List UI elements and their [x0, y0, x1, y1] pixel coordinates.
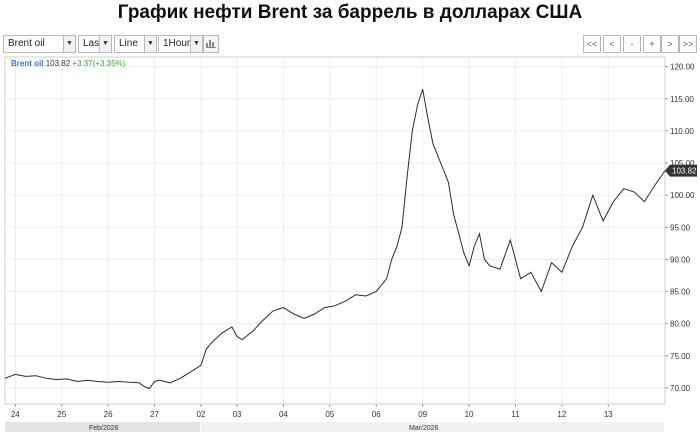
page-title: График нефти Brent за баррель в долларах…: [117, 2, 583, 23]
x-tick-label: 26: [104, 410, 113, 419]
month-label: Feb/2026: [89, 425, 119, 432]
series-line-brent: [4, 88, 666, 390]
price-field-select[interactable]: Last ▼: [78, 35, 112, 53]
y-tick-label: 75.00: [670, 352, 691, 361]
nav-last-button[interactable]: >>: [679, 35, 697, 53]
chevron-down-icon: ▼: [99, 36, 111, 52]
zoom-in-button[interactable]: +: [643, 35, 661, 53]
y-tick-label: 105.00: [670, 159, 695, 168]
x-tick-label: 05: [325, 410, 334, 419]
last-price-marker: [665, 164, 697, 177]
x-tick-label: 25: [57, 410, 66, 419]
price-field-value: Last: [83, 38, 102, 49]
y-tick-label: 85.00: [670, 288, 691, 297]
x-tick-label: 02: [196, 410, 205, 419]
y-tick-label: 110.00: [670, 127, 694, 136]
x-tick-label: 11: [511, 410, 520, 419]
x-tick-label: 09: [418, 410, 427, 419]
x-tick-label: 06: [372, 410, 381, 419]
x-tick-label: 24: [11, 410, 20, 419]
y-tick-label: 90.00: [670, 255, 691, 264]
x-tick-label: 12: [557, 410, 566, 419]
price-chart[interactable]: 70.00 75.00 80.00 85.00 90.00 95.00 100.00 105.…: [0, 55, 700, 432]
interval-select[interactable]: 1Hour ▼: [158, 35, 203, 53]
chevron-down-icon: ▼: [63, 36, 75, 52]
chevron-down-icon: ▼: [144, 36, 156, 52]
month-band: [5, 422, 200, 432]
instrument-select-value: Brent oil: [8, 38, 45, 49]
y-tick-label: 115.00: [670, 95, 694, 104]
legend-last-price: 103.82: [45, 59, 71, 68]
month-band: [200, 422, 664, 432]
chevron-down-icon: ▼: [190, 36, 202, 52]
y-tick-label: 100.00: [670, 191, 695, 200]
interval-value: 1Hour: [163, 38, 191, 49]
nav-next-button[interactable]: >: [661, 35, 679, 53]
y-tick-label: 80.00: [670, 320, 691, 329]
bar-chart-glyph: [206, 40, 216, 48]
y-tick-label: 95.00: [670, 223, 691, 232]
legend-change-pct: (+3.35%): [92, 59, 126, 68]
zoom-out-button[interactable]: -: [623, 35, 641, 53]
x-tick-label: 27: [150, 410, 159, 419]
x-tick-label: 04: [279, 410, 288, 419]
nav-first-button[interactable]: <<: [583, 35, 601, 53]
month-label: Mar/2026: [409, 425, 439, 432]
instrument-select[interactable]: Brent oil ▼: [3, 35, 76, 53]
bar-chart-icon[interactable]: [203, 35, 219, 53]
y-tick-label: 70.00: [670, 384, 691, 393]
x-tick-label: 03: [233, 410, 242, 419]
x-tick-label: 13: [604, 410, 613, 419]
legend-change: +3.37: [72, 59, 93, 68]
chart-legend: Brent oil 103.82 +3.37(+3.35%): [11, 59, 125, 68]
y-tick-label: 120.00: [670, 63, 695, 72]
nav-prev-button[interactable]: <: [603, 35, 621, 53]
last-price-label: 103.82: [672, 167, 697, 176]
x-tick-label: 10: [465, 410, 474, 419]
chart-toolbar: Brent oil ▼ Last ▼ Line ▼ 1Hour ▼ << < -…: [3, 35, 697, 53]
plot-area: [4, 56, 666, 405]
legend-series-name: Brent oil: [11, 59, 44, 68]
chart-style-value: Line: [119, 38, 138, 49]
chart-style-select[interactable]: Line ▼: [114, 35, 157, 53]
